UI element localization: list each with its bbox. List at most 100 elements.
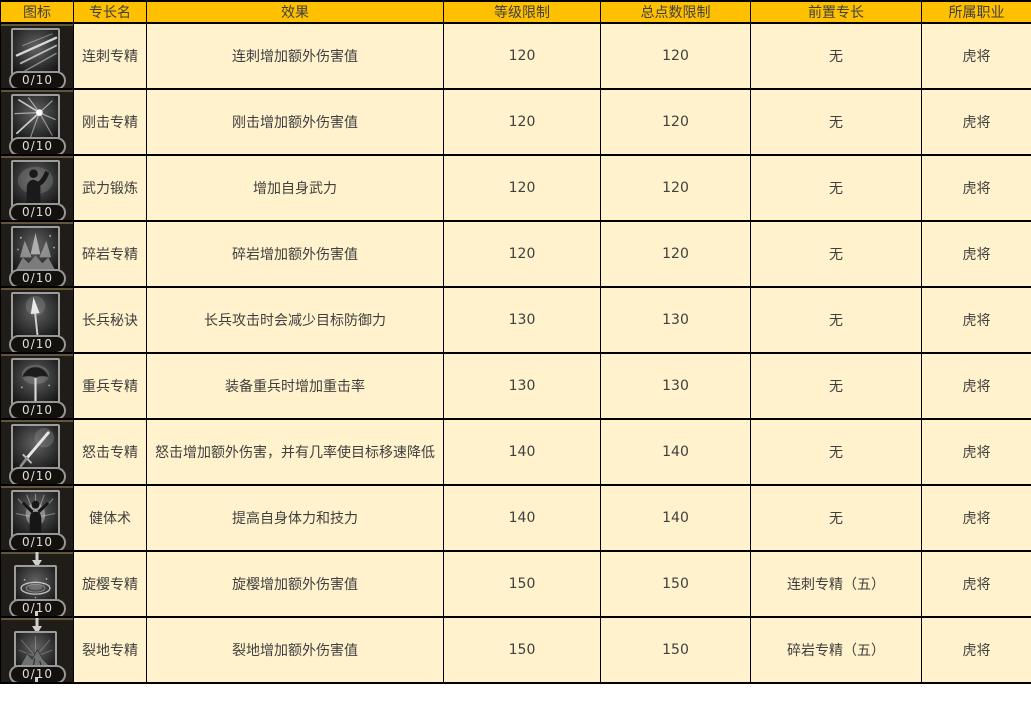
table-row: 0/10 连刺专精 连刺增加额外伤害值 120 120 无虎将 [0, 22, 1031, 90]
table-row: 0/10 健体术 提高自身体力和技力 140 140 无虎将 [0, 484, 1031, 552]
cell-prerequisite: 无 [750, 220, 922, 288]
table-row: 0/10 碎岩专精 碎岩增加额外伤害值 120 120 无虎将 [0, 220, 1031, 288]
cell-name: 健体术 [73, 484, 147, 552]
table-row: 0/10 刚击专精 刚击增加额外伤害值 120 120 无虎将 [0, 88, 1031, 156]
header-row: 图标 专长名 效果 等级限制 总点数限制 前置专长 所属职业 [0, 0, 1031, 24]
skill-points-badge: 0/10 [9, 533, 66, 549]
cell-total_points_limit: 150 [600, 616, 751, 684]
skill-points-badge: 0/10 [9, 467, 66, 483]
skill-icon-cell: 0/10 [0, 286, 74, 354]
cell-prerequisite: 无 [750, 154, 922, 222]
table-row: 0/10 长兵秘诀 长兵攻击时会减少目标防御力 130 130 无虎将 [0, 286, 1031, 354]
table-row: 0/10 裂地专精 裂地增加额外伤害值 150 150 碎岩专精（五） 虎将 [0, 616, 1031, 684]
column-header-name: 专长名 [73, 0, 147, 24]
cell-level_limit: 120 [443, 88, 601, 156]
table-row: 0/10 武力锻炼 增加自身武力 120 120 无虎将 [0, 154, 1031, 222]
column-header-total_points_limit: 总点数限制 [600, 0, 751, 24]
cell-class: 虎将 [921, 88, 1031, 156]
down-arrow-icon [32, 619, 42, 634]
impact-burst-icon [11, 94, 60, 143]
cell-prerequisite: 无 [750, 88, 922, 156]
cell-effect: 旋樱增加额外伤害值 [146, 550, 444, 618]
skill-icon-cell: 0/10 [0, 550, 74, 618]
cell-effect: 连刺增加额外伤害值 [146, 22, 444, 90]
down-arrow-icon [32, 553, 42, 568]
cell-total_points_limit: 120 [600, 88, 751, 156]
column-header-prerequisite: 前置专长 [750, 0, 922, 24]
spear-icon [11, 292, 60, 341]
cell-prerequisite: 无 [750, 286, 922, 354]
skill-points-badge: 0/10 [9, 203, 66, 219]
cell-name: 长兵秘诀 [73, 286, 147, 354]
cell-effect: 碎岩增加额外伤害值 [146, 220, 444, 288]
skill-table: 图标 专长名 效果 等级限制 总点数限制 前置专长 所属职业 0/10 连刺专精 连刺增加额外伤… [0, 0, 1031, 684]
cell-level_limit: 140 [443, 484, 601, 552]
cell-class: 虎将 [921, 220, 1031, 288]
skill-icon-cell: 0/10 [0, 484, 74, 552]
cell-effect: 长兵攻击时会减少目标防御力 [146, 286, 444, 354]
skill-icon-cell: 0/10 [0, 616, 74, 684]
cell-class: 虎将 [921, 352, 1031, 420]
table-row: 0/10 重兵专精 装备重兵时增加重击率 130 130 无虎将 [0, 352, 1031, 420]
table-row: 0/10 旋樱专精 旋樱增加额外伤害值 150 150 连刺专精（五） 虎将 [0, 550, 1031, 618]
fury-sword-icon [11, 424, 60, 473]
table-body: 0/10 连刺专精 连刺增加额外伤害值 120 120 无虎将 0/10 刚击专精 刚击增加额外… [0, 22, 1031, 684]
column-header-effect: 效果 [146, 0, 444, 24]
cell-level_limit: 150 [443, 550, 601, 618]
cell-effect: 怒击增加额外伤害，并有几率使目标移速降低 [146, 418, 444, 486]
cell-effect: 装备重兵时增加重击率 [146, 352, 444, 420]
skill-icon-cell: 0/10 [0, 418, 74, 486]
cell-prerequisite: 无 [750, 352, 922, 420]
cell-level_limit: 120 [443, 154, 601, 222]
cell-name: 重兵专精 [73, 352, 147, 420]
cell-name: 裂地专精 [73, 616, 147, 684]
column-header-icon: 图标 [0, 0, 74, 24]
cell-name: 刚击专精 [73, 88, 147, 156]
cell-total_points_limit: 130 [600, 286, 751, 354]
cell-level_limit: 120 [443, 22, 601, 90]
skill-points-badge: 0/10 [9, 401, 66, 417]
cell-total_points_limit: 130 [600, 352, 751, 420]
column-header-class: 所属职业 [921, 0, 1031, 24]
skill-icon-cell: 0/10 [0, 154, 74, 222]
cell-total_points_limit: 150 [600, 550, 751, 618]
cell-effect: 增加自身武力 [146, 154, 444, 222]
rock-shatter-icon [11, 226, 60, 275]
cell-total_points_limit: 120 [600, 154, 751, 222]
cell-name: 武力锻炼 [73, 154, 147, 222]
cell-total_points_limit: 120 [600, 220, 751, 288]
cell-name: 怒击专精 [73, 418, 147, 486]
skill-icon-cell: 0/10 [0, 352, 74, 420]
cell-class: 虎将 [921, 550, 1031, 618]
slash-streaks-icon [11, 28, 60, 77]
radiant-body-icon [11, 490, 60, 539]
cell-effect: 提高自身体力和技力 [146, 484, 444, 552]
skill-icon-cell: 0/10 [0, 220, 74, 288]
cell-prerequisite: 无 [750, 418, 922, 486]
skill-points-badge: 0/10 [9, 599, 66, 615]
cell-prerequisite: 碎岩专精（五） [750, 616, 922, 684]
cell-level_limit: 130 [443, 286, 601, 354]
cell-class: 虎将 [921, 154, 1031, 222]
cell-effect: 裂地增加额外伤害值 [146, 616, 444, 684]
skill-icon-cell: 0/10 [0, 22, 74, 90]
cell-class: 虎将 [921, 286, 1031, 354]
cell-level_limit: 120 [443, 220, 601, 288]
cell-name: 碎岩专精 [73, 220, 147, 288]
cell-name: 连刺专精 [73, 22, 147, 90]
skill-points-badge: 0/10 [9, 335, 66, 351]
muscle-training-icon [11, 160, 60, 209]
cell-level_limit: 150 [443, 616, 601, 684]
cell-class: 虎将 [921, 418, 1031, 486]
cell-class: 虎将 [921, 22, 1031, 90]
cell-prerequisite: 无 [750, 484, 922, 552]
heavy-axe-icon [11, 358, 60, 407]
connector-line [35, 677, 38, 681]
cell-prerequisite: 连刺专精（五） [750, 550, 922, 618]
cell-class: 虎将 [921, 484, 1031, 552]
skill-points-badge: 0/10 [9, 137, 66, 153]
cell-total_points_limit: 140 [600, 484, 751, 552]
skill-points-badge: 0/10 [9, 269, 66, 285]
skill-points-badge: 0/10 [9, 71, 66, 87]
column-header-level_limit: 等级限制 [443, 0, 601, 24]
